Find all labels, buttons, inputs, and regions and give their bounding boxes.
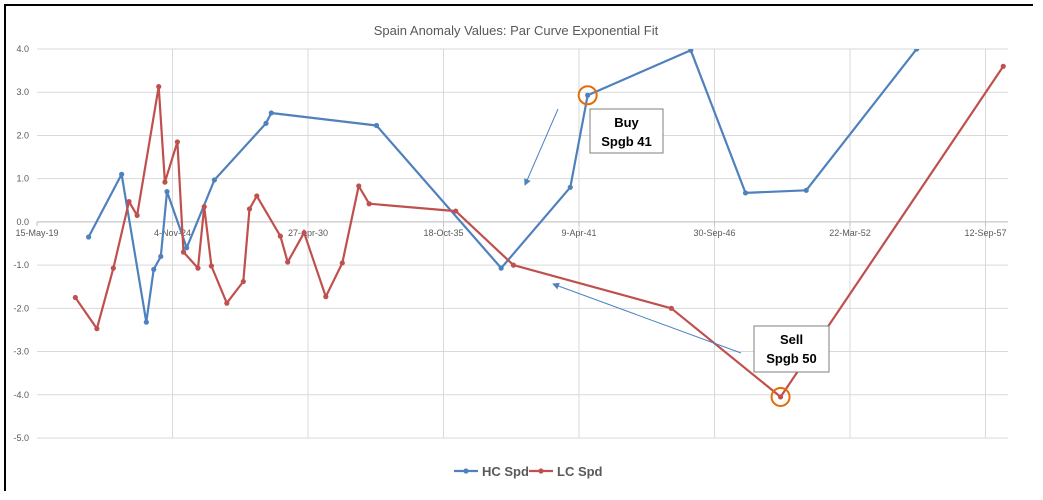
legend-swatch-marker bbox=[538, 468, 544, 474]
data-point bbox=[453, 208, 459, 214]
legend-label: HC Spd bbox=[482, 464, 529, 479]
data-point bbox=[263, 120, 269, 126]
legend-label: LC Spd bbox=[557, 464, 603, 479]
callout-box bbox=[753, 325, 830, 373]
legend-item-lc-spd: LC Spd bbox=[529, 464, 603, 479]
buy-arrow bbox=[524, 108, 559, 186]
callouts: Buy Spgb 41 Sell Spgb 50 bbox=[577, 85, 830, 407]
data-point bbox=[285, 259, 291, 265]
legend: HC Spd LC Spd bbox=[454, 464, 603, 479]
data-point bbox=[164, 189, 170, 195]
data-point bbox=[174, 139, 180, 145]
data-point bbox=[86, 234, 92, 240]
chart-frame: 4.0 3.0 2.0 1.0 0.0 -1.0 -2.0 -3.0 -4.0 -5.0 15-M… bbox=[4, 4, 1035, 493]
plot-background bbox=[6, 6, 1035, 493]
data-point bbox=[1000, 63, 1006, 69]
data-point bbox=[151, 266, 157, 273]
callout-sublabel: Spgb 50 bbox=[766, 351, 817, 366]
data-point bbox=[94, 326, 100, 332]
data-point bbox=[914, 49, 920, 52]
data-point bbox=[184, 245, 190, 251]
x-tick-label: 15-May-19 bbox=[15, 228, 58, 238]
callout-box bbox=[589, 108, 664, 154]
series-layer bbox=[72, 49, 1006, 400]
y-tick-label: 4.0 bbox=[16, 44, 29, 54]
callout-label: Buy bbox=[614, 115, 639, 130]
data-point bbox=[211, 177, 217, 183]
data-point bbox=[498, 265, 504, 271]
data-point bbox=[72, 294, 78, 301]
chart-title: Spain Anomaly Values: Par Curve Exponent… bbox=[374, 23, 659, 38]
callout-label: Sell bbox=[780, 332, 803, 347]
sell-arrow bbox=[552, 282, 742, 354]
buy-callout: Buy Spgb 41 bbox=[589, 108, 664, 154]
data-point bbox=[803, 187, 809, 193]
highlight-circle bbox=[577, 85, 598, 106]
data-point bbox=[240, 278, 246, 285]
sell-callout: Sell Spgb 50 bbox=[753, 325, 830, 373]
data-point bbox=[224, 300, 230, 306]
data-point bbox=[254, 193, 260, 199]
data-point bbox=[180, 249, 187, 255]
x-tick-label: 18-Oct-35 bbox=[423, 228, 463, 238]
x-tick-label: 12-Sep-57 bbox=[964, 228, 1006, 238]
data-point bbox=[366, 201, 372, 207]
legend-swatch-marker bbox=[463, 468, 469, 474]
y-tick-label: -4.0 bbox=[13, 390, 29, 400]
data-point bbox=[510, 262, 517, 268]
data-point bbox=[246, 206, 253, 212]
x-tick-label: 4-Nov-24 bbox=[154, 228, 191, 238]
x-tick-label: 22-Mar-52 bbox=[829, 228, 871, 238]
data-point bbox=[119, 171, 125, 177]
y-tick-label: -2.0 bbox=[13, 303, 29, 313]
x-tick-label: 30-Sep-46 bbox=[693, 228, 735, 238]
data-point bbox=[301, 230, 307, 236]
series-line bbox=[87, 49, 918, 324]
data-point bbox=[208, 263, 214, 269]
gridlines bbox=[36, 48, 1008, 439]
data-point bbox=[143, 319, 149, 325]
data-point bbox=[688, 49, 694, 53]
series-line bbox=[74, 65, 1005, 398]
y-tick-label: -1.0 bbox=[13, 260, 29, 270]
data-point bbox=[339, 260, 345, 266]
legend-item-hc-spd: HC Spd bbox=[454, 464, 529, 479]
data-point bbox=[277, 233, 283, 239]
data-point bbox=[110, 265, 116, 271]
y-tick-label: 2.0 bbox=[16, 130, 29, 140]
data-point bbox=[156, 84, 162, 90]
y-axis-labels: 4.0 3.0 2.0 1.0 0.0 -1.0 -2.0 -3.0 -4.0 -5.0 bbox=[13, 44, 29, 443]
data-point bbox=[585, 92, 591, 98]
data-point bbox=[373, 122, 380, 129]
highlight-circle bbox=[770, 386, 791, 407]
y-tick-label: -5.0 bbox=[13, 433, 29, 443]
data-point bbox=[201, 204, 207, 210]
annotation-arrows bbox=[524, 108, 742, 354]
data-point bbox=[742, 190, 749, 196]
data-point bbox=[567, 184, 573, 190]
chart-svg: 4.0 3.0 2.0 1.0 0.0 -1.0 -2.0 -3.0 -4.0 -5.0 15-M… bbox=[6, 6, 1035, 493]
x-tick-label: 27-Apr-30 bbox=[288, 228, 328, 238]
data-point bbox=[195, 265, 201, 271]
data-point bbox=[162, 179, 168, 185]
data-point bbox=[158, 253, 164, 260]
series-lc-spd bbox=[72, 63, 1006, 400]
y-tick-label: 3.0 bbox=[16, 87, 29, 97]
y-tick-label: 0.0 bbox=[16, 217, 29, 227]
x-axis-labels: 15-May-19 4-Nov-24 27-Apr-30 18-Oct-35 9-Apr… bbox=[15, 228, 1006, 238]
y-tick-label: 1.0 bbox=[16, 174, 29, 184]
y-tick-label: -3.0 bbox=[13, 347, 29, 357]
data-point bbox=[668, 305, 674, 311]
data-point bbox=[126, 198, 132, 205]
data-point bbox=[777, 394, 784, 400]
series-hc-spd bbox=[86, 49, 920, 325]
x-tick-label: 9-Apr-41 bbox=[561, 228, 596, 238]
data-point bbox=[356, 183, 362, 189]
data-point bbox=[134, 212, 140, 219]
callout-sublabel: Spgb 41 bbox=[601, 134, 652, 149]
data-point bbox=[268, 110, 274, 116]
data-point bbox=[323, 294, 329, 300]
